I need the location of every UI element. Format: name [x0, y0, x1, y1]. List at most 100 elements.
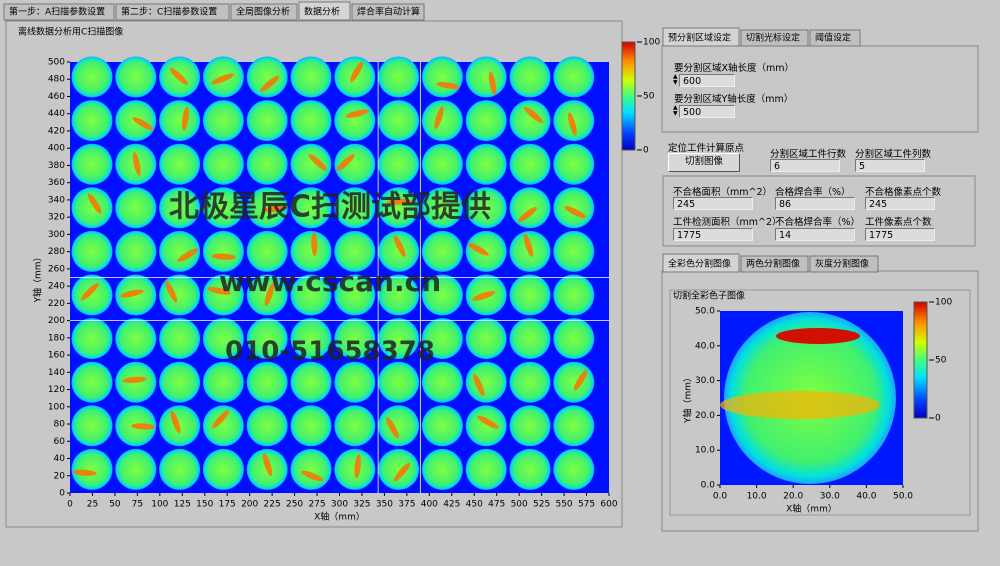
defect-stripe [473, 373, 485, 396]
defect-stripe [120, 289, 144, 298]
watermark: 北极星辰C扫测试部提供 [169, 190, 491, 225]
stat-value[interactable]: 245 [673, 197, 753, 210]
disc-image [71, 143, 113, 185]
disc-image [378, 143, 420, 185]
disc-image [465, 187, 507, 229]
tab[interactable] [809, 255, 879, 273]
spinner[interactable]: ▲ ▼ [673, 73, 678, 86]
stat-label: 不合格焊合率（%） [775, 217, 861, 228]
stat-value[interactable]: 245 [865, 197, 935, 210]
disc-image [378, 100, 420, 142]
y-tick-label: 480 [48, 75, 65, 85]
x-tick-label: 425 [443, 500, 460, 510]
field-label: 要分割区域Y轴长度（mm） [674, 94, 794, 105]
disc-image [246, 230, 288, 272]
disc-image [246, 56, 288, 98]
spinner[interactable]: ▲ ▼ [673, 104, 678, 117]
disc-image [202, 274, 244, 316]
disc-image [71, 318, 113, 360]
tab[interactable] [351, 3, 425, 21]
disc-image [290, 100, 332, 142]
y-tick-label: 460 [48, 92, 65, 102]
tab-label: 全局图像分析 [236, 6, 290, 18]
disc-image [159, 274, 201, 316]
disc-image [334, 143, 376, 185]
disc-image [159, 187, 201, 229]
defect-stripe [477, 415, 499, 429]
stat-label: 不合格面积（mm^2） [673, 187, 773, 198]
rows-input[interactable]: 6 [770, 159, 840, 172]
x-tick-label: 450 [466, 500, 483, 510]
disc-image [246, 143, 288, 185]
x-tick-label: 300 [331, 500, 348, 510]
tab[interactable] [230, 3, 298, 21]
disc-image [553, 143, 595, 185]
defect-stripe [177, 248, 199, 262]
defect-stripe [165, 280, 178, 303]
disc-image [71, 405, 113, 447]
defect-stripe [182, 106, 189, 131]
tab[interactable] [662, 27, 740, 47]
disc-image [421, 100, 463, 142]
x-tick-label: 175 [219, 500, 236, 510]
y-tick-label: 260 [48, 264, 65, 274]
disc-image [553, 187, 595, 229]
tab[interactable] [115, 3, 230, 21]
tab-label: 两色分割图像 [746, 258, 800, 270]
disc-image [202, 230, 244, 272]
tab[interactable] [740, 29, 809, 47]
x-tick-label: 375 [398, 500, 415, 510]
y-tick-label: 50.0 [695, 307, 715, 317]
tab-label: 预分割区域设定 [668, 32, 731, 44]
x-length-input[interactable]: 600 [679, 74, 735, 87]
tab[interactable] [662, 253, 740, 273]
tab[interactable] [3, 3, 115, 21]
y-tick-label: 180 [48, 333, 65, 343]
cols-input[interactable]: 5 [855, 159, 925, 172]
disc-image [202, 143, 244, 185]
defect-stripe [260, 75, 280, 92]
defect-stripe [336, 154, 355, 172]
defect-stripe [211, 253, 236, 260]
tab-label: 阈值设定 [815, 32, 851, 44]
stat-value[interactable]: 1775 [865, 228, 935, 241]
x-tick-label: 50.0 [893, 492, 913, 502]
tab-label: 焊合率自动计算 [357, 6, 420, 18]
defect-stripe [488, 71, 497, 96]
y-tick-label: 360 [48, 178, 65, 188]
disc-image [71, 448, 113, 490]
stat-value[interactable]: 14 [775, 228, 855, 241]
disc-image [465, 361, 507, 403]
disc-image [421, 448, 463, 490]
tab[interactable] [809, 29, 861, 47]
stat-value[interactable]: 86 [775, 197, 855, 210]
stat-label: 工件检测面积（mm^2） [673, 217, 782, 228]
disc-image [509, 187, 551, 229]
tab[interactable] [298, 1, 351, 21]
tab[interactable] [740, 255, 809, 273]
defect-stripe [564, 206, 587, 219]
stat-label: 合格焊合率（%） [775, 187, 851, 198]
cut-button[interactable]: 切割图像 [668, 153, 740, 172]
disc-image [553, 405, 595, 447]
x-tick-label: 75 [132, 500, 143, 510]
disc-image [334, 361, 376, 403]
disc-image [115, 56, 157, 98]
disc-image [334, 187, 376, 229]
disc-image [246, 361, 288, 403]
defect-stripe [393, 235, 406, 257]
disc-image [378, 187, 420, 229]
disc-image [378, 448, 420, 490]
y-tick-label: 320 [48, 213, 65, 223]
disc-image [202, 361, 244, 403]
y-axis-label: Y轴（mm） [32, 252, 44, 303]
stat-value[interactable]: 1775 [673, 228, 753, 241]
disc-image [378, 56, 420, 98]
y-length-input[interactable]: 500 [679, 105, 735, 118]
x-tick-label: 400 [421, 500, 438, 510]
disc-image [553, 274, 595, 316]
disc-image [159, 230, 201, 272]
defect-stripe [386, 417, 399, 439]
defect-stripe [132, 117, 154, 131]
